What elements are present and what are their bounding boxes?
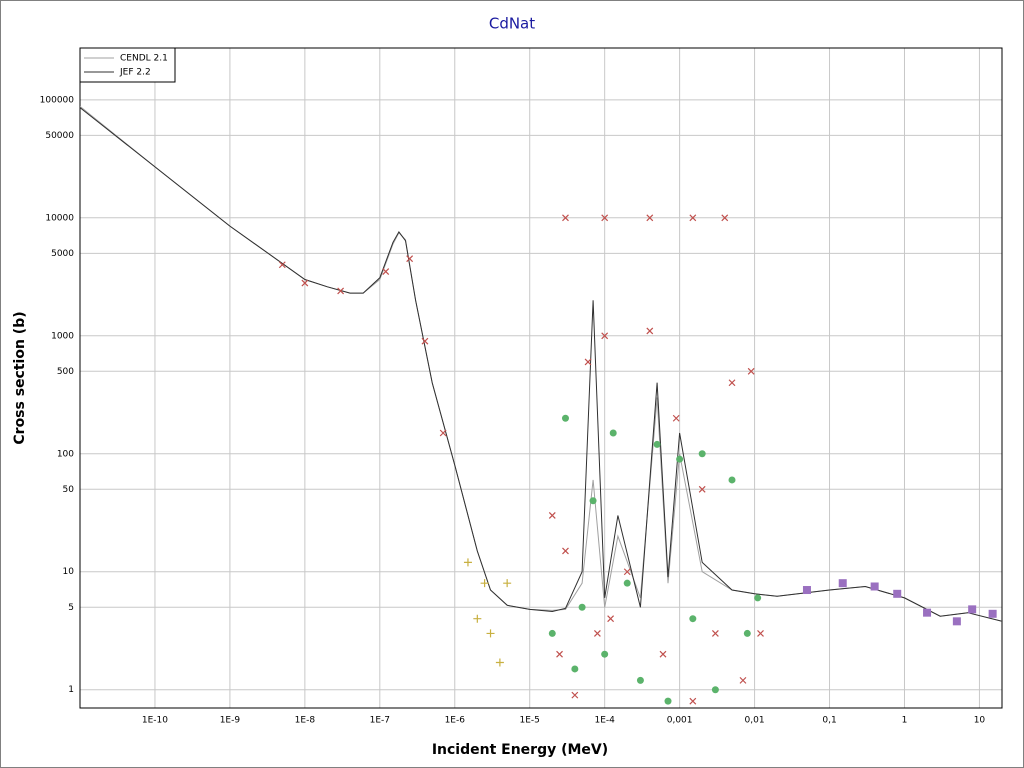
x-tick-label: 1E-8 [295, 716, 316, 726]
data-line [80, 107, 1002, 622]
y-tick-label: 500 [57, 367, 74, 377]
data-point [952, 617, 961, 626]
data-point [473, 614, 482, 623]
data-point [623, 568, 631, 576]
x-tick-label: 1E-5 [520, 716, 540, 726]
x-tick-label: 0,1 [822, 716, 836, 726]
y-tick-label: 10 [63, 567, 75, 577]
legend-label: CENDL 2.1 [120, 54, 168, 64]
data-point [838, 579, 847, 588]
data-point [548, 629, 556, 637]
x-tick-label: 1E-6 [445, 716, 466, 726]
data-point [646, 327, 654, 335]
y-tick-label: 50000 [45, 131, 74, 141]
data-point [607, 615, 615, 623]
data-point [721, 214, 729, 222]
data-point [743, 629, 751, 637]
chart-title: CdNat [489, 15, 535, 33]
data-point [562, 547, 569, 555]
data-point [754, 594, 762, 602]
y-tick-label: 10000 [45, 213, 74, 223]
y-tick-label: 100 [57, 449, 74, 459]
data-point [463, 558, 472, 567]
data-point [802, 586, 811, 595]
plot-area [79, 47, 1003, 709]
x-tick-label: 0,001 [667, 716, 693, 726]
data-point [571, 665, 579, 673]
y-tick-label: 1 [68, 685, 74, 695]
x-tick-label: 1 [902, 716, 908, 726]
data-point [593, 630, 601, 637]
data-point [728, 379, 736, 387]
data-point [382, 268, 390, 276]
y-tick-label: 5 [68, 603, 74, 613]
data-point [870, 582, 879, 591]
data-point [659, 650, 667, 658]
data-point [278, 261, 286, 269]
data-point [480, 579, 489, 588]
data-point [968, 605, 977, 614]
x-tick-label: 1E-10 [142, 716, 168, 726]
data-point [689, 214, 697, 222]
y-axis-label: Cross section (b) [12, 311, 28, 444]
data-point [739, 676, 747, 684]
data-point [711, 686, 719, 694]
data-point [337, 287, 345, 295]
data-point [589, 497, 597, 505]
data-point [548, 512, 556, 519]
y-tick-label: 5000 [51, 249, 74, 259]
data-point [421, 337, 429, 345]
y-tick-label: 100000 [40, 95, 75, 105]
data-point [301, 279, 309, 287]
data-point [636, 676, 644, 684]
data-point [556, 650, 563, 658]
data-point [757, 630, 764, 637]
legend-box [79, 47, 176, 83]
data-point [698, 450, 706, 458]
data-point [676, 455, 684, 463]
data-point [747, 367, 755, 375]
data-point [646, 214, 654, 222]
x-tick-label: 1E-4 [594, 716, 615, 726]
data-point [664, 697, 672, 705]
data-point [609, 429, 617, 437]
x-tick-label: 10 [974, 716, 986, 726]
y-tick-label: 50 [63, 485, 75, 495]
data-point [495, 658, 504, 667]
x-axis-label: Incident Energy (MeV) [432, 742, 608, 758]
data-point [601, 332, 609, 340]
data-point [571, 691, 579, 699]
y-tick-label: 1000 [51, 331, 74, 341]
x-tick-label: 1E-9 [220, 716, 241, 726]
data-point [406, 255, 414, 263]
data-point [988, 609, 997, 618]
data-point [711, 630, 719, 637]
data-point [584, 358, 592, 366]
data-point [689, 697, 697, 705]
data-point [503, 579, 512, 588]
data-point [653, 440, 661, 448]
data-point [893, 589, 902, 598]
data-point [923, 608, 932, 617]
data-point [601, 214, 609, 222]
data-point [689, 615, 697, 623]
data-point [601, 650, 609, 658]
x-tick-label: 0,01 [745, 716, 765, 726]
data-point [486, 629, 495, 638]
legend-label: JEF 2.2 [119, 68, 151, 78]
data-point [672, 414, 680, 422]
data-point [578, 603, 586, 611]
data-point [698, 485, 706, 493]
data-point [623, 579, 631, 587]
data-point [439, 429, 447, 437]
data-point [562, 214, 569, 222]
data-point [561, 414, 569, 422]
x-tick-label: 1E-7 [370, 716, 390, 726]
data-point [728, 476, 736, 484]
